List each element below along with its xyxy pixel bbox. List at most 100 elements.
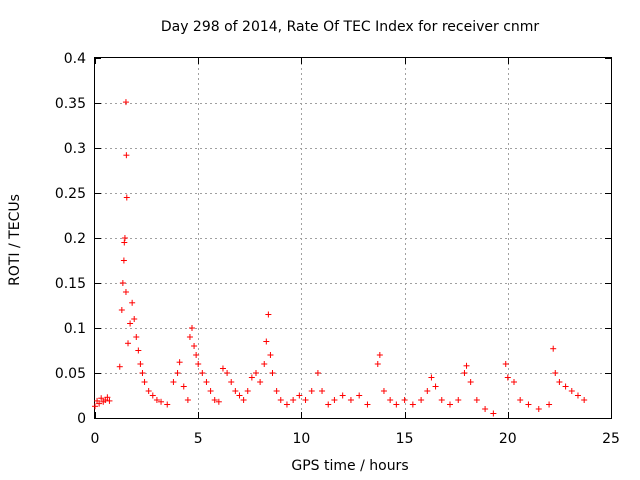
data-points [92,99,588,417]
data-point [302,397,309,403]
data-point [224,370,231,376]
data-point [240,397,247,403]
x-tick-label: 20 [499,431,517,447]
data-point [129,299,136,306]
data-point [393,401,400,408]
data-point [502,361,509,367]
data-point [236,392,243,399]
data-point [153,397,160,403]
data-point [510,379,517,385]
data-point [438,397,445,403]
axis-tick-labels: 0 5 10 15 20 25 0 0.05 0.1 0.15 0.2 0.25 0.3 0.35 0.4 [55,51,620,447]
data-point [106,397,113,404]
data-point [331,397,338,403]
data-point [556,379,563,385]
data-point [387,397,394,403]
y-tick-label: 0.1 [64,321,86,337]
data-point [517,397,524,403]
data-point [339,392,346,399]
data-point [263,338,270,345]
data-point [211,397,218,403]
data-point [432,383,439,390]
y-tick-label: 0.4 [64,51,86,67]
chart-title: Day 298 of 2014, Rate Of TEC Index for r… [161,19,540,35]
y-axis-label: ROTI / TECUs [7,194,23,286]
data-point [145,388,152,394]
data-point [122,99,129,106]
data-point [461,370,468,376]
data-point [380,388,387,394]
data-point [535,406,542,412]
data-point [189,325,196,331]
data-point [203,379,210,385]
data-point [374,361,381,367]
x-tick-label: 25 [602,431,620,447]
data-point [215,398,222,405]
data-point [473,397,480,403]
data-point [252,370,259,376]
data-point [195,361,202,367]
x-tick-label: 5 [194,431,203,447]
data-point [290,397,297,403]
data-point [122,289,129,295]
data-point [119,280,126,286]
data-point [228,379,235,385]
data-point [257,379,264,385]
data-point [428,374,435,381]
data-point [135,347,142,354]
data-point [244,388,251,394]
grid-lines [95,58,611,418]
data-point [131,316,138,322]
data-point [467,379,474,385]
data-point [283,401,290,408]
data-point [125,340,132,347]
data-point [546,401,553,408]
data-point [314,370,321,376]
data-point [139,370,146,376]
data-point [401,397,408,403]
data-point [137,361,144,367]
data-point [376,352,383,358]
y-tick-label: 0.15 [55,276,86,292]
data-point [98,395,105,402]
data-point [562,383,569,390]
data-point [149,392,156,399]
data-point [581,397,588,403]
data-point [120,257,127,264]
data-point [261,361,268,367]
y-tick-label: 0.05 [55,366,86,382]
y-tick-label: 0.25 [55,186,86,202]
axis-ticks [95,58,612,419]
data-point [265,311,272,318]
data-point [158,398,165,405]
data-point [180,383,187,390]
data-point [267,352,274,358]
data-point [170,379,177,385]
data-point [127,320,134,327]
data-point [550,345,557,352]
data-point [490,410,497,417]
data-point [104,394,111,401]
data-point [356,392,363,399]
data-point [141,379,148,385]
y-tick-label: 0 [77,411,86,427]
data-point [463,362,470,369]
x-tick-label: 10 [292,431,310,447]
data-point [123,194,130,201]
y-tick-label: 0.35 [55,96,86,112]
data-point [269,370,276,376]
data-point [123,152,130,159]
data-point [174,370,181,376]
data-point [193,352,200,358]
data-point [525,401,532,408]
data-point [92,403,98,410]
data-point [277,397,284,403]
x-tick-label: 15 [396,431,414,447]
data-point [121,235,128,241]
y-tick-label: 0.2 [64,231,86,247]
data-point [504,374,511,381]
data-point [418,397,425,403]
data-point [186,334,193,340]
data-point [424,388,431,394]
